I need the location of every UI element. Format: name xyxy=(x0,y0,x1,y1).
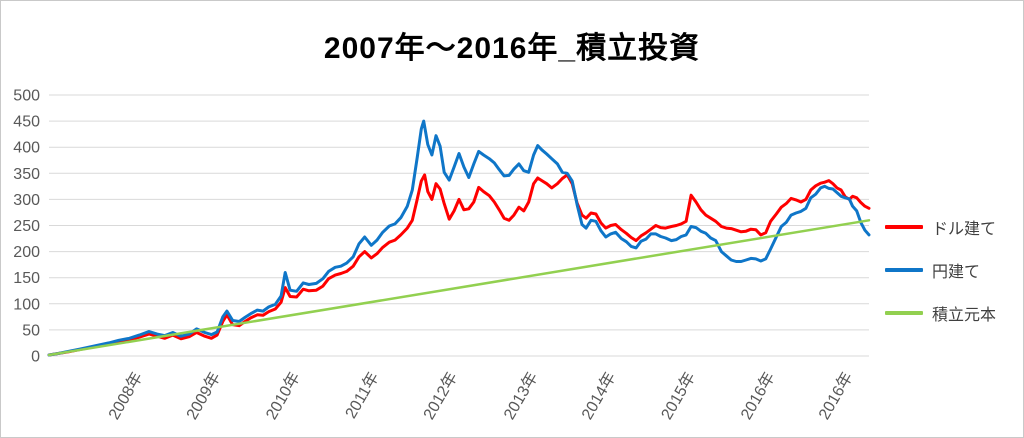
legend-item-dollar: ドル建て xyxy=(885,215,996,239)
y-tick-label: 300 xyxy=(13,192,40,209)
y-tick-label: 250 xyxy=(13,218,40,235)
dollar-series-swatch xyxy=(885,225,923,229)
y-tick-label: 450 xyxy=(13,114,40,131)
x-tick-label: 2016年 xyxy=(815,369,856,423)
y-tick-label: 0 xyxy=(31,349,40,366)
x-tick-label: 2011年 xyxy=(342,369,383,422)
y-tick-label: 50 xyxy=(22,322,40,339)
y-tick-label: 150 xyxy=(13,270,40,287)
dollar-series-label: ドル建て xyxy=(932,221,997,238)
x-tick-label: 2008年 xyxy=(105,369,146,423)
x-tick-label: 2014年 xyxy=(578,369,619,423)
series-line-1 xyxy=(47,119,871,357)
yen-series-swatch xyxy=(885,268,923,272)
x-tick-label: 2016年 xyxy=(737,369,778,423)
x-tick-label: 2009年 xyxy=(183,369,224,423)
legend-item-yen: 円建て xyxy=(885,258,996,282)
x-tick-label: 2012年 xyxy=(420,369,461,423)
yen-series-label: 円建て xyxy=(932,264,981,281)
y-tick-label: 500 xyxy=(13,88,40,105)
y-tick-label: 400 xyxy=(13,140,40,157)
y-tick-label: 100 xyxy=(13,296,40,313)
principal-series-label: 積立元本 xyxy=(932,307,997,324)
series-line-2 xyxy=(47,219,871,357)
chart-title: 2007年～2016年_積立投資 xyxy=(323,32,701,65)
y-tick-label: 200 xyxy=(13,244,40,261)
x-tick-label: 2010年 xyxy=(262,369,303,423)
x-tick-label: 2013年 xyxy=(500,369,541,423)
y-tick-label: 350 xyxy=(13,166,40,183)
x-tick-label: 2015年 xyxy=(658,369,699,423)
legend: ドル建て 円建て 積立元本 xyxy=(885,215,996,325)
principal-series-swatch xyxy=(885,311,923,315)
series-line-0 xyxy=(47,173,871,357)
legend-item-principal: 積立元本 xyxy=(885,301,996,325)
